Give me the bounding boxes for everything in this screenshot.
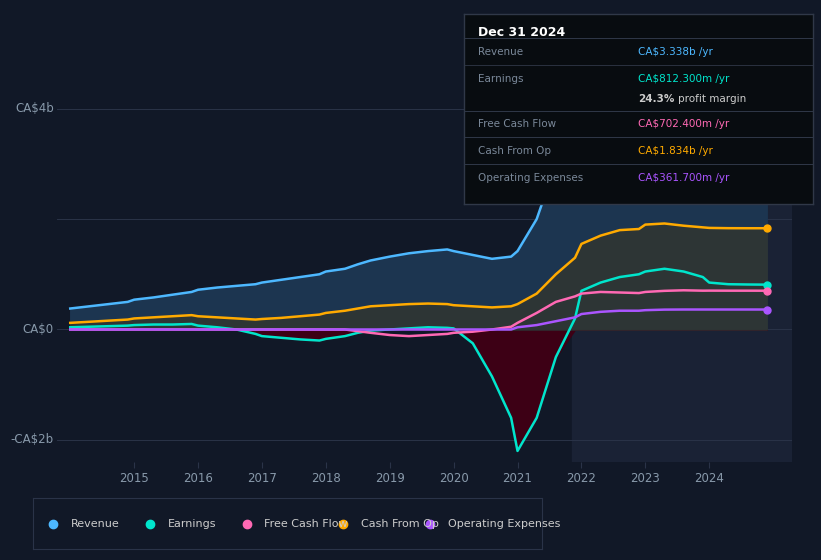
Text: CA$0: CA$0 — [23, 323, 54, 336]
Text: CA$1.834b /yr: CA$1.834b /yr — [639, 146, 713, 156]
Text: Revenue: Revenue — [71, 519, 120, 529]
Text: Earnings: Earnings — [167, 519, 216, 529]
Text: Operating Expenses: Operating Expenses — [478, 172, 583, 183]
Text: CA$4b: CA$4b — [15, 102, 54, 115]
Text: Revenue: Revenue — [478, 47, 523, 57]
Text: Dec 31 2024: Dec 31 2024 — [478, 26, 565, 39]
Text: CA$3.338b /yr: CA$3.338b /yr — [639, 47, 713, 57]
Text: Cash From Op: Cash From Op — [361, 519, 439, 529]
Text: CA$361.700m /yr: CA$361.700m /yr — [639, 172, 730, 183]
Text: -CA$2b: -CA$2b — [11, 433, 54, 446]
Text: Operating Expenses: Operating Expenses — [447, 519, 560, 529]
Text: CA$812.300m /yr: CA$812.300m /yr — [639, 74, 730, 84]
Text: Cash From Op: Cash From Op — [478, 146, 551, 156]
Text: Free Cash Flow: Free Cash Flow — [264, 519, 348, 529]
Text: CA$702.400m /yr: CA$702.400m /yr — [639, 119, 730, 129]
Bar — [572, 70, 821, 462]
Text: 24.3%: 24.3% — [639, 94, 675, 104]
Text: Free Cash Flow: Free Cash Flow — [478, 119, 556, 129]
Text: Earnings: Earnings — [478, 74, 523, 84]
Text: profit margin: profit margin — [678, 94, 747, 104]
